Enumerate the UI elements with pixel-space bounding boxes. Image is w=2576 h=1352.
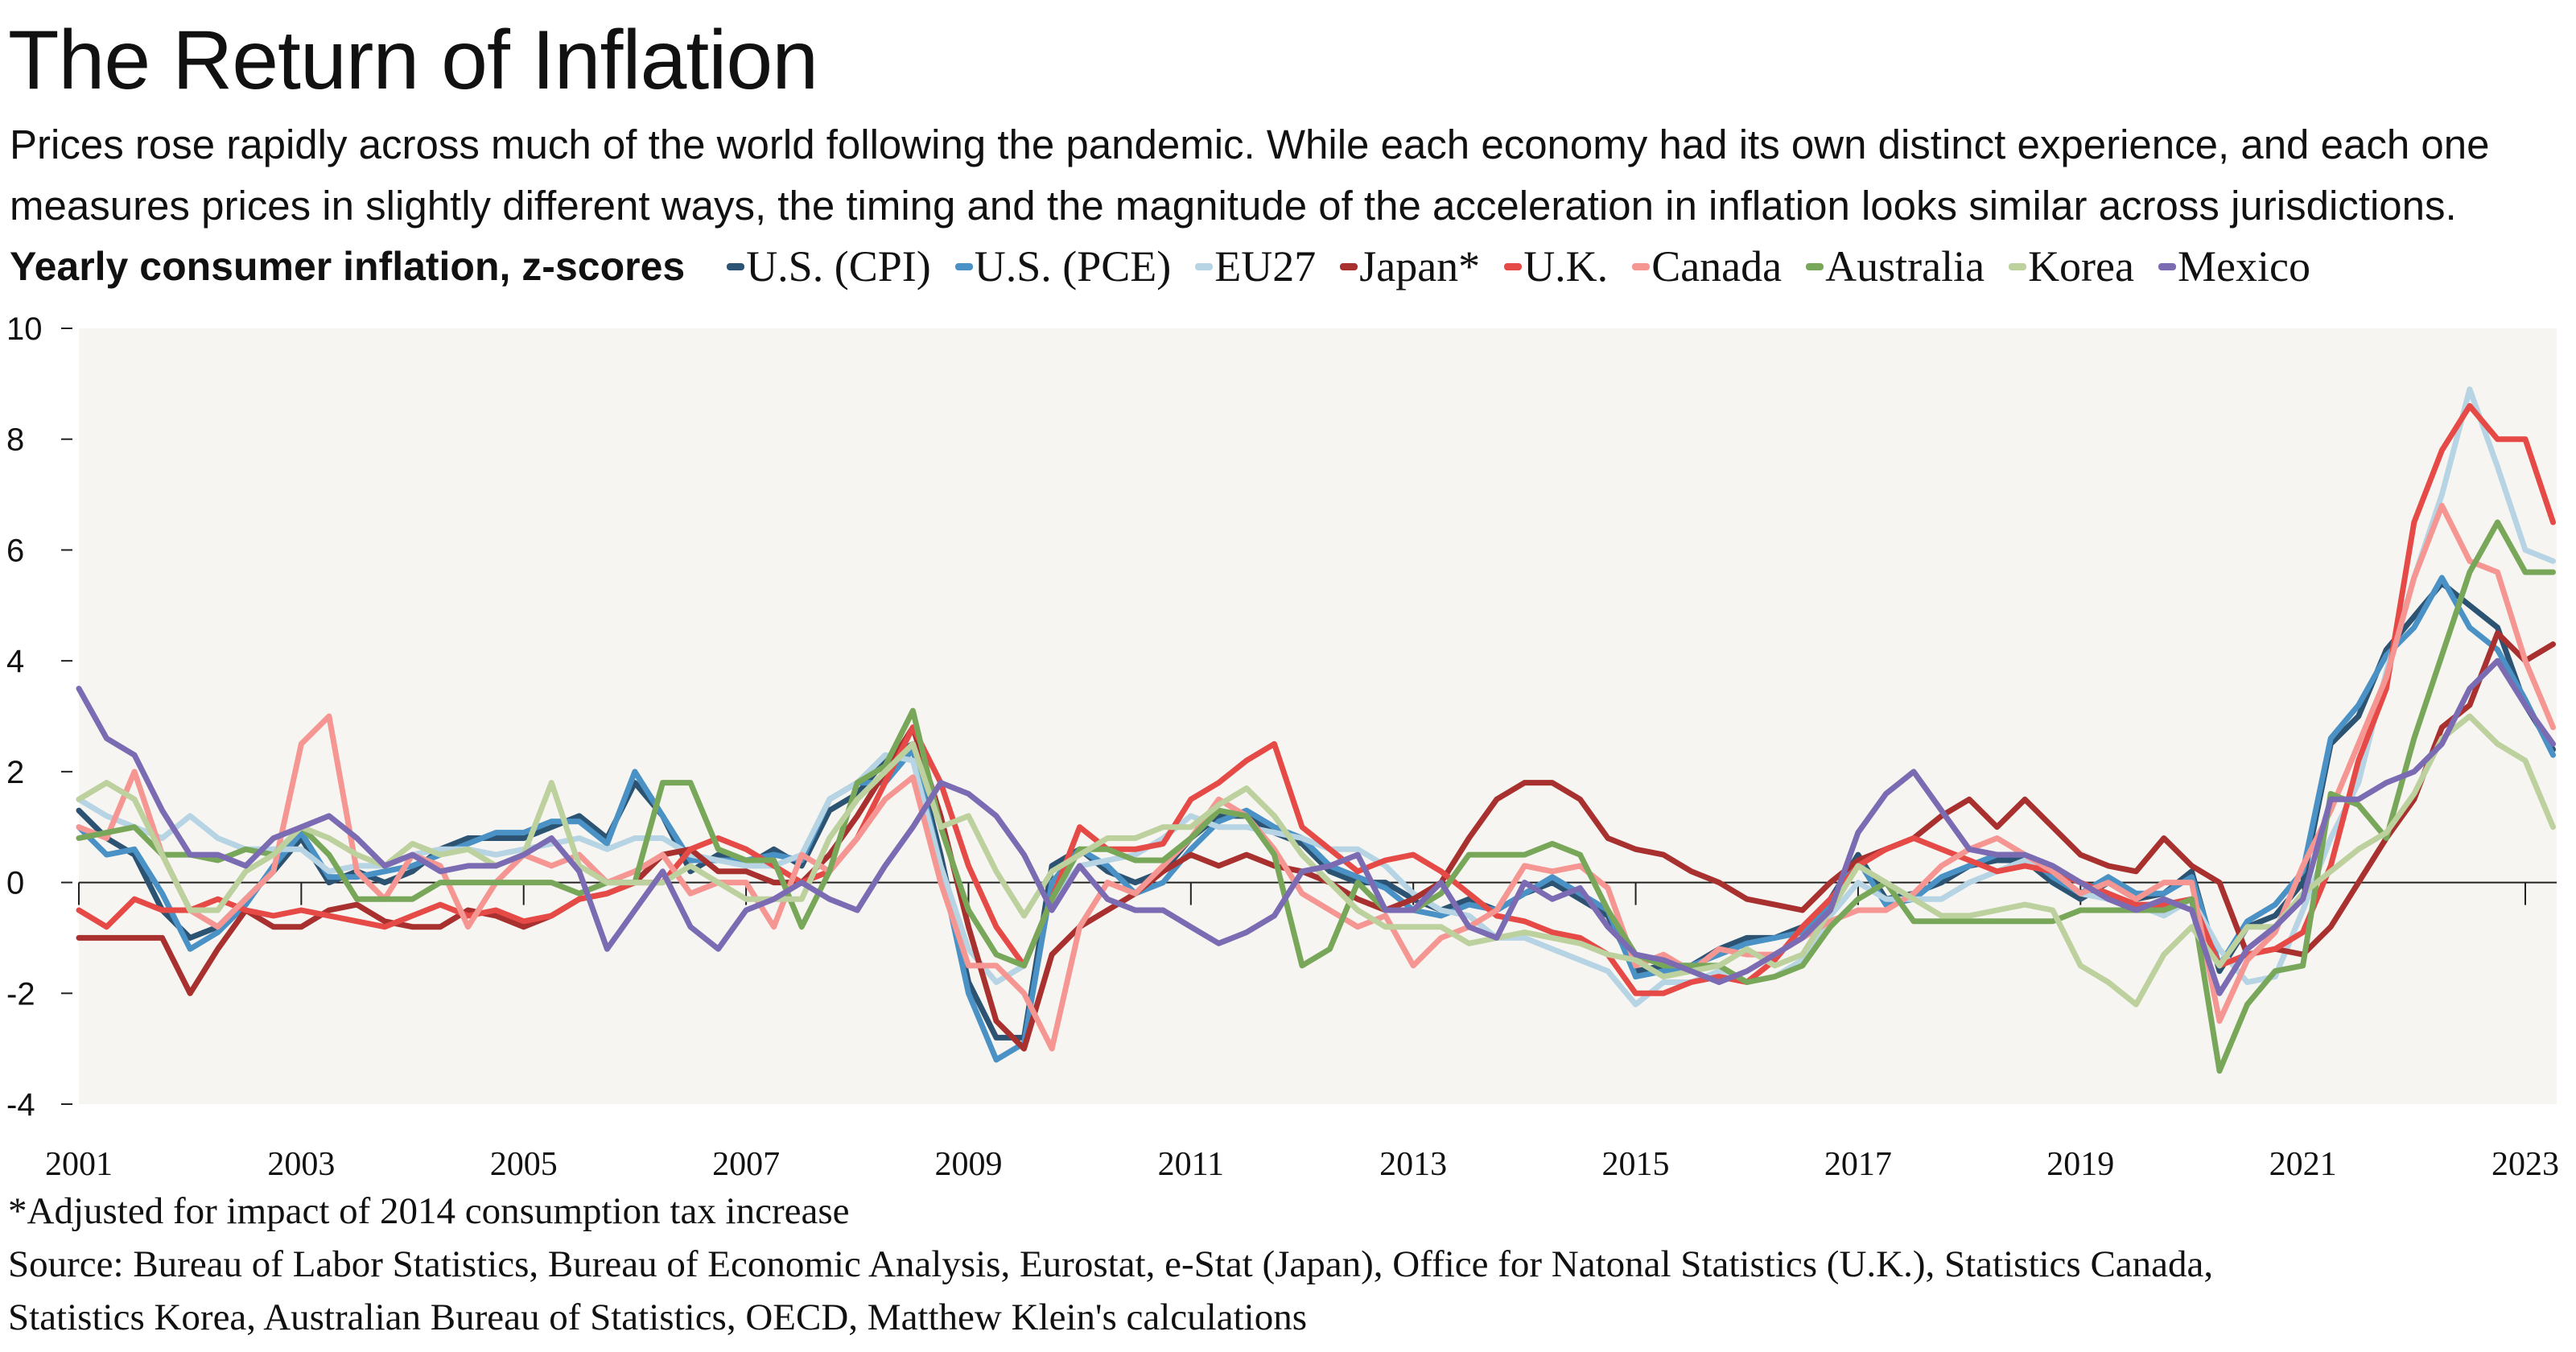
legend-label: Canada: [1651, 242, 1783, 291]
legend-swatch: [727, 262, 745, 270]
legend-swatch: [1806, 262, 1824, 270]
chart-title: The Return of Inflation: [8, 14, 818, 107]
legend-item: Mexico: [2158, 241, 2310, 291]
x-tick-label: 2023: [2492, 1146, 2559, 1183]
y-tick-label: -4: [6, 1087, 35, 1123]
series-line: [76, 502, 2556, 1052]
y-tick-label: 6: [6, 533, 24, 568]
y-tick-label: -2: [6, 976, 35, 1012]
legend-swatch: [1340, 262, 1358, 270]
x-tick-label: 2013: [1379, 1146, 1447, 1183]
legend-swatch: [1195, 262, 1214, 270]
legend-label: EU27: [1214, 242, 1317, 291]
legend-swatch: [1504, 262, 1523, 270]
legend-label: Australia: [1825, 242, 1985, 291]
legend-label: Mexico: [2177, 242, 2310, 291]
legend-item: Australia: [1806, 241, 1985, 291]
y-axis-label: Yearly consumer inflation, z-scores: [10, 244, 686, 289]
y-tick-label: 0: [6, 866, 24, 901]
legend-swatch: [2009, 262, 2027, 270]
source-line-2: Statistics Korea, Australian Bureau of S…: [8, 1296, 1307, 1338]
legend-item: Japan*: [1340, 241, 1480, 291]
legend-item: U.S. (CPI): [727, 241, 931, 291]
source-line-1: Source: Bureau of Labor Statistics, Bure…: [8, 1243, 2214, 1285]
chart-subtitle: Prices rose rapidly across much of the w…: [10, 122, 2490, 229]
legend-item: U.K.: [1504, 241, 1608, 291]
y-tick-label: 4: [6, 644, 24, 679]
series-line: [76, 657, 2556, 996]
plot-area: [79, 328, 2557, 1104]
series-line: [76, 630, 2556, 1052]
x-tick-label: 2021: [2269, 1146, 2337, 1183]
x-tick-label: 2017: [1824, 1146, 1892, 1183]
footnote: *Adjusted for impact of 2014 consumption…: [8, 1190, 850, 1232]
x-tick-label: 2003: [267, 1146, 335, 1183]
y-tick-label: 8: [6, 422, 24, 458]
legend-label: U.S. (CPI): [746, 242, 931, 291]
legend-label: Korea: [2028, 242, 2134, 291]
y-tick-label: 10: [6, 311, 43, 347]
x-tick-label: 2015: [1602, 1146, 1670, 1183]
legend-item: Canada: [1632, 241, 1782, 291]
legend-item: EU27: [1195, 241, 1316, 291]
legend-item: U.S. (PCE): [954, 241, 1172, 291]
legend-item: Korea: [2009, 241, 2134, 291]
x-tick-label: 2001: [45, 1146, 113, 1183]
y-tick-label: 2: [6, 755, 24, 790]
legend: Yearly consumer inflation, z-scores U.S.…: [10, 238, 2335, 295]
x-tick-label: 2007: [712, 1146, 780, 1183]
x-tick-label: 2011: [1158, 1146, 1224, 1183]
x-tick-label: 2009: [934, 1146, 1002, 1183]
legend-label: U.S. (PCE): [974, 242, 1172, 291]
legend-swatch: [1632, 262, 1651, 270]
legend-swatch: [954, 262, 973, 270]
legend-label: Japan*: [1359, 242, 1481, 291]
x-tick-label: 2019: [2046, 1146, 2114, 1183]
x-tick-label: 2005: [490, 1146, 558, 1183]
legend-label: U.K.: [1523, 242, 1609, 291]
legend-swatch: [2158, 262, 2176, 270]
series-line: [76, 402, 2556, 996]
